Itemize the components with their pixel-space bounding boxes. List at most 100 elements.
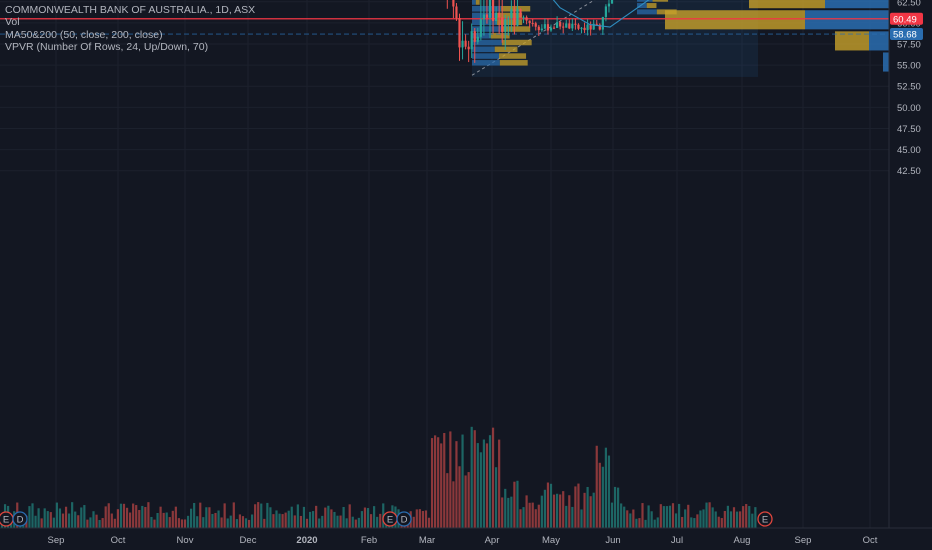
vpvr-up-bar [825, 0, 889, 9]
volume-bar [129, 512, 132, 528]
volume-bar [647, 505, 650, 528]
volume-bar [312, 511, 315, 528]
volume-bar [723, 511, 726, 528]
range-profile-up [472, 46, 495, 53]
volume-bar [287, 510, 290, 528]
volume-bar [321, 515, 324, 528]
candle [543, 18, 546, 30]
candle-body [501, 17, 504, 32]
volume-bar [284, 512, 287, 528]
vpvr-legend[interactable]: VPVR (Number Of Rows, 24, Up/Down, 70) [5, 40, 209, 53]
volume-bar [278, 513, 281, 528]
candle-body [592, 23, 595, 30]
volume-bar [37, 508, 40, 528]
volume-bar [214, 512, 217, 528]
volume-bar [470, 426, 473, 528]
volume-bar [507, 497, 510, 528]
volume-bar [150, 516, 153, 528]
x-tick-label: Apr [485, 535, 500, 546]
vpvr-up-bar [805, 10, 889, 30]
candles-layer [446, 0, 614, 63]
vpvr-up-bar [869, 31, 889, 51]
volume-bar [620, 503, 623, 528]
volume-bar [34, 515, 37, 528]
volume-bar [537, 504, 540, 528]
volume-bar [333, 511, 336, 528]
volume-bar [58, 508, 62, 528]
range-profile-down [499, 53, 527, 59]
candle-body [580, 27, 583, 29]
candle-body [504, 18, 507, 32]
volume-bar [693, 518, 696, 528]
volume-bar [305, 518, 309, 528]
symbol-title[interactable]: COMMONWEALTH BANK OF AUSTRALIA., 1D, ASX [5, 4, 256, 16]
candle-body [574, 23, 577, 25]
volume-bar [177, 518, 180, 528]
range-profile-down [501, 6, 531, 12]
candle [516, 0, 519, 27]
candle-body [476, 36, 479, 42]
x-tick-label: Oct [111, 535, 126, 546]
candle-body [485, 14, 489, 18]
volume-bar [229, 515, 232, 528]
candle-body [510, 9, 513, 19]
x-tick-label: May [542, 535, 560, 546]
vpvr-down-bar [749, 0, 825, 9]
volume-bar [653, 519, 656, 528]
volume-layer [0, 426, 757, 528]
volume-bar [52, 517, 55, 528]
candle-body [461, 40, 464, 48]
candle [586, 19, 589, 36]
x-tick-label: Sep [48, 535, 65, 546]
candle [452, 0, 455, 19]
volume-bar [656, 517, 659, 528]
candle [525, 15, 528, 25]
volume-bar [71, 502, 74, 528]
price-level-label: 60.49 [893, 14, 917, 25]
volume-bar [665, 506, 668, 528]
x-tick-label: Mar [419, 535, 435, 546]
volume-bar [336, 515, 339, 528]
candle [568, 19, 571, 30]
volume-bar [369, 514, 373, 528]
price-level-badge [890, 28, 923, 41]
candle-body [549, 27, 553, 31]
range-profile-up [472, 39, 502, 46]
dividend-event-icon [12, 511, 28, 527]
volume-bar [696, 514, 699, 528]
candle [485, 0, 489, 24]
volume-bar [525, 495, 528, 528]
level-lines-layer [0, 17, 889, 35]
volume-bar [183, 519, 187, 528]
volume-bar [705, 502, 708, 528]
volume-bar [318, 518, 321, 528]
volume-legend[interactable]: Vol [5, 16, 20, 29]
volume-bar [217, 510, 220, 528]
dividend-event-icon [396, 511, 412, 527]
volume-bar [223, 503, 226, 528]
candle-body [516, 9, 519, 26]
volume-bar [31, 503, 34, 528]
volume-bar [641, 503, 644, 528]
candle-body [525, 17, 528, 21]
candle-body [470, 31, 473, 50]
volume-bar [376, 516, 379, 528]
event-marker-label: E [387, 515, 393, 526]
ma-legend[interactable]: MA50&200 (50, close, 200, close) [5, 28, 163, 41]
volume-bar [671, 503, 675, 528]
volume-bar [116, 509, 119, 528]
volume-bar [559, 494, 562, 528]
volume-bar [232, 502, 235, 528]
volume-bar [461, 434, 464, 528]
volume-bar [742, 506, 745, 528]
event-marker-label: D [401, 515, 408, 526]
volume-bar [226, 518, 229, 528]
volume-bar [208, 507, 211, 528]
candle-body [528, 20, 531, 24]
volume-bar [101, 518, 104, 528]
volume-bar [260, 503, 263, 528]
volume-bar [141, 505, 144, 528]
vpvr-down-bar [665, 10, 805, 30]
